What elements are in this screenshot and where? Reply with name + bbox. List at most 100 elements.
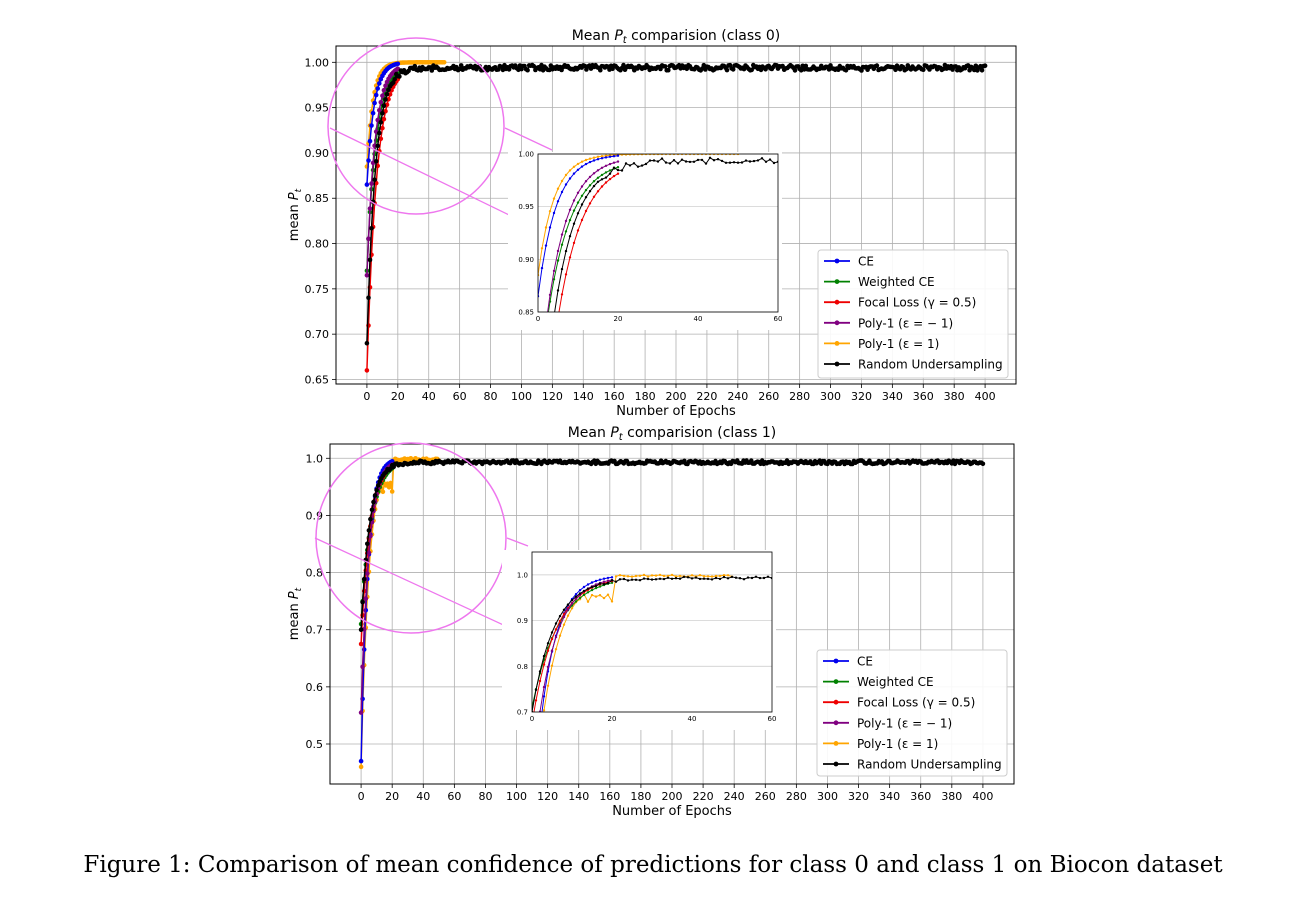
inset-series-point: [692, 160, 696, 163]
y-tick-label: 0.80: [305, 238, 330, 251]
inset-series-point: [604, 181, 608, 184]
inset-series-point: [546, 665, 550, 669]
inset-series-point: [542, 654, 546, 658]
inset-series-point: [590, 593, 594, 597]
inset-series-point: [730, 575, 734, 579]
series-point: [375, 483, 381, 488]
series-point: [666, 67, 671, 73]
x-tick-label: 280: [789, 390, 810, 403]
x-tick-label: 300: [820, 390, 841, 403]
inset-series-point: [592, 184, 596, 188]
x-tick-label: 20: [385, 790, 399, 803]
series-point: [369, 226, 374, 231]
inset-series-point: [668, 162, 672, 165]
inset-series-point: [602, 580, 606, 583]
inset-series-point: [670, 577, 674, 580]
inset-series-point: [598, 585, 602, 588]
y-tick-label: 0.85: [305, 192, 330, 205]
inset-series-point: [642, 577, 646, 580]
inset-series-point: [616, 168, 620, 172]
inset-series-point: [542, 695, 546, 698]
inset-series-point: [626, 575, 630, 578]
legend-label: Poly-1 (ε = 1): [857, 737, 938, 751]
x-tick-label: 360: [913, 390, 934, 403]
x-tick-label: 140: [573, 390, 594, 403]
inset-series-point: [588, 157, 592, 160]
inset-x-tick-label: 60: [768, 715, 777, 723]
inset-series-point: [752, 159, 756, 163]
inset-series-point: [734, 576, 738, 579]
inset-x-tick-label: 0: [536, 315, 540, 323]
inset-series-point: [680, 158, 684, 161]
inset-series-point: [604, 176, 608, 179]
x-tick-label: 220: [693, 790, 714, 803]
series-point: [366, 236, 371, 241]
inset-series-point: [558, 624, 562, 628]
series-point: [658, 66, 663, 72]
inset-series-point: [580, 194, 584, 197]
inset-series-point: [710, 578, 714, 581]
inset-series-point: [754, 575, 758, 578]
series-point: [366, 528, 372, 533]
inset-series-point: [586, 583, 590, 586]
inset-series-point: [602, 577, 606, 580]
inset-series-point: [540, 247, 544, 250]
x-tick-label: 0: [363, 390, 370, 403]
zoom-connector: [314, 537, 511, 629]
x-tick-label: 300: [817, 790, 838, 803]
series-point: [373, 159, 379, 164]
series-point: [378, 100, 384, 105]
y-axis-label: mean Pt: [287, 188, 304, 241]
inset-series-point: [535, 776, 537, 778]
inset-series-point: [690, 574, 694, 577]
inset-series-point: [574, 600, 578, 603]
inset-series-point: [618, 578, 622, 581]
inset-series-point: [606, 581, 610, 585]
inset-series-point: [548, 210, 552, 213]
inset-series-point: [553, 344, 555, 346]
inset-series-point: [760, 157, 764, 160]
inset-series-point: [535, 741, 537, 743]
inset-series-point: [700, 158, 704, 162]
series-4: [358, 456, 442, 770]
inset-series-point: [688, 160, 692, 164]
inset-series-point: [594, 595, 598, 598]
inset-series-point: [678, 577, 682, 580]
inset-series-point: [576, 229, 580, 232]
inset-series-point: [552, 211, 556, 215]
inset-series-point: [568, 208, 572, 211]
inset-series-point: [566, 614, 570, 617]
inset-series-point: [552, 197, 556, 200]
inset-series-point: [560, 243, 564, 246]
inset-series-point: [564, 249, 568, 253]
inset-series-group: [532, 573, 772, 778]
inset-series-point: [646, 575, 650, 578]
title-text-suffix: comparision (class 1): [623, 425, 777, 441]
y-tick-label: 0.5: [306, 738, 324, 751]
legend-marker: [834, 299, 840, 305]
series-point: [378, 120, 384, 125]
inset-series-point: [620, 169, 624, 172]
zoom-connector: [506, 537, 529, 547]
y-tick-label: 0.95: [305, 102, 330, 115]
inset-series-point: [537, 511, 539, 513]
inset-series-point: [596, 180, 600, 183]
series-point: [383, 83, 388, 88]
series-point: [843, 68, 849, 73]
series-point: [366, 295, 371, 301]
inset-series-point: [724, 161, 728, 164]
inset-series-point: [614, 575, 618, 578]
inset-series-point: [584, 209, 588, 213]
inset-series-point: [546, 649, 550, 652]
inset-series-point: [634, 578, 638, 581]
inset-y-tick-label: 0.8: [517, 663, 528, 671]
chart-class-1: Mean Pt comparision (class 1) 0 20 40 60 80 10…: [287, 425, 1015, 819]
series-point: [979, 68, 985, 73]
inset-series-point: [640, 164, 644, 167]
inset-series-point: [560, 293, 564, 296]
inset-series-point: [576, 212, 580, 215]
inset-series-point: [762, 576, 766, 580]
inset-series-point: [578, 596, 582, 600]
inset-series-point: [580, 218, 584, 222]
